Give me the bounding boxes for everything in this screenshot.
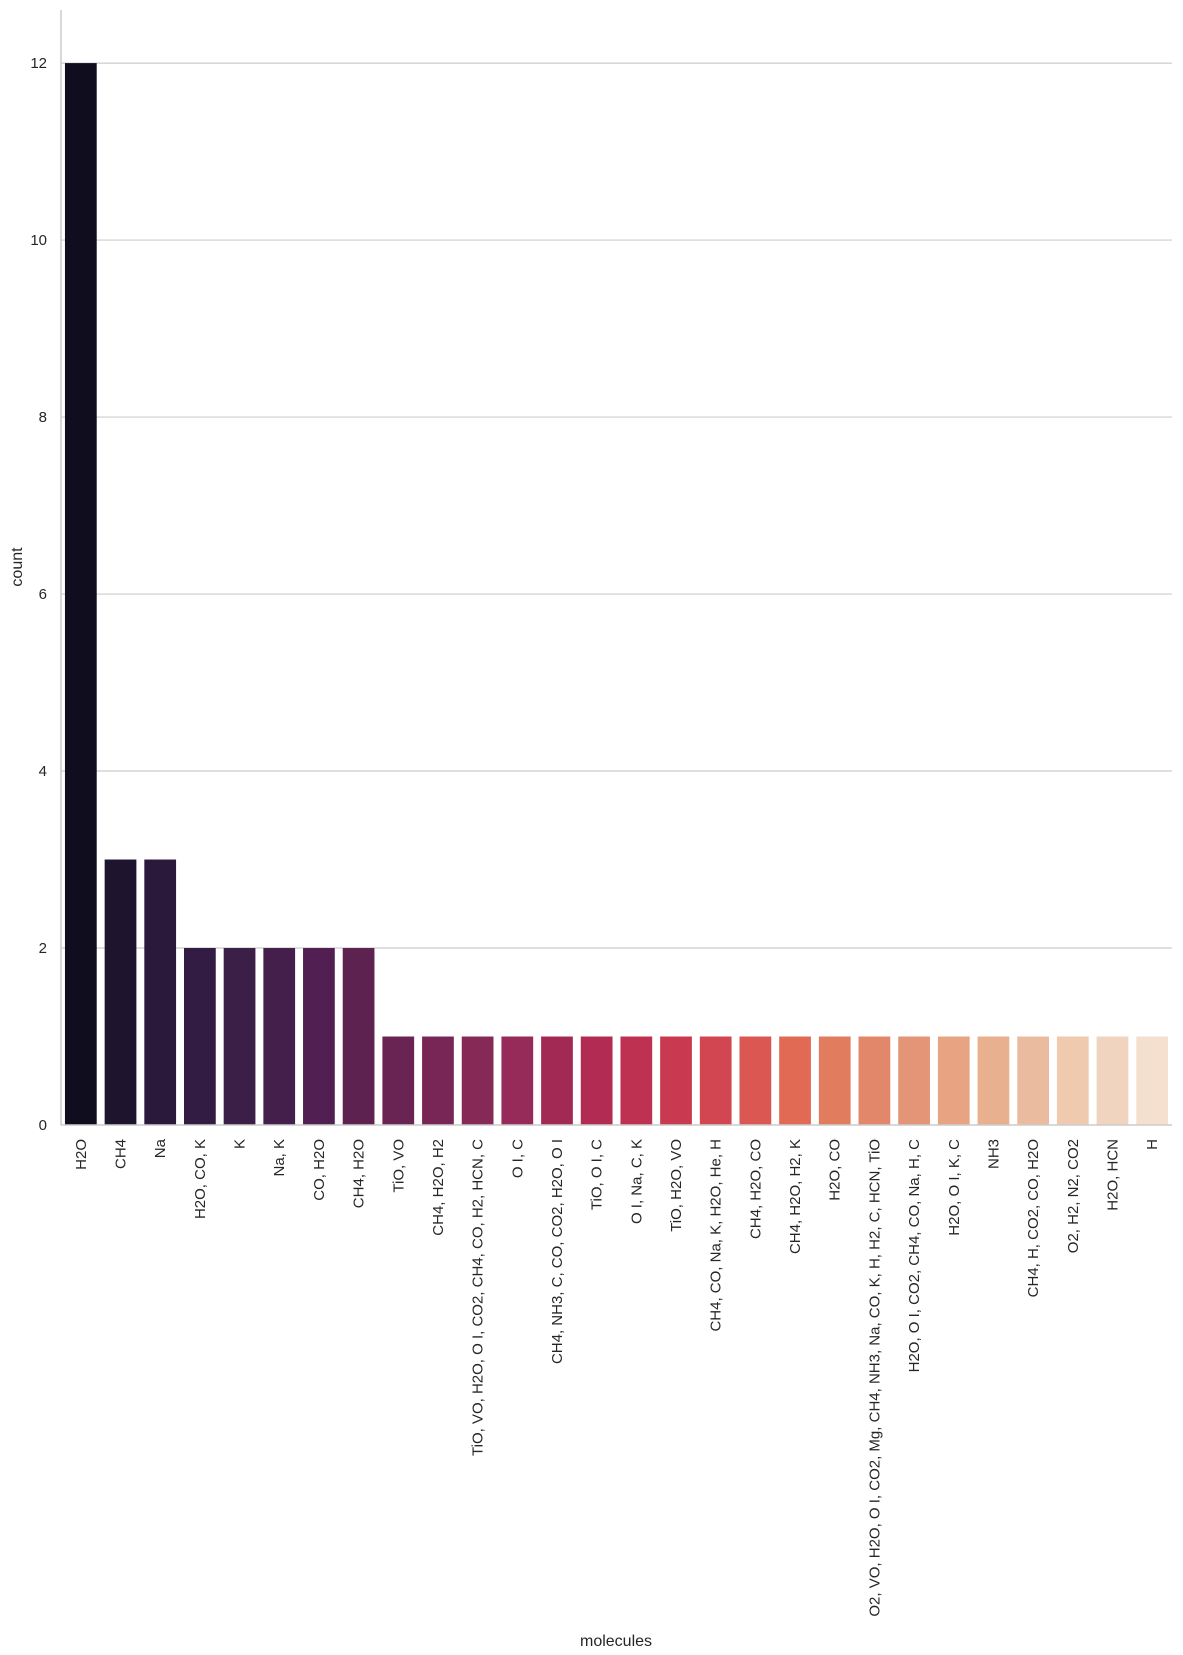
bar <box>858 1036 891 1125</box>
bar <box>263 948 296 1125</box>
bar <box>382 1036 415 1125</box>
x-tick-label: O2, VO, H2O, O I, CO2, Mg, CH4, NH3, Na,… <box>866 1139 883 1617</box>
x-tick-label: H2O, O I, K, C <box>946 1139 963 1236</box>
bar <box>501 1036 534 1125</box>
bar <box>660 1036 692 1125</box>
bar <box>779 1036 811 1125</box>
x-tick-label: O I, Na, C, K <box>628 1139 645 1224</box>
x-tick-label: H <box>1144 1139 1161 1150</box>
bar <box>461 1036 494 1125</box>
y-tick-label: 6 <box>39 586 47 603</box>
x-tick-label: Na <box>152 1138 169 1158</box>
bar <box>620 1036 653 1125</box>
bar <box>977 1036 1010 1125</box>
bar <box>342 948 375 1125</box>
x-tick-label: O I, C <box>509 1139 526 1178</box>
bar <box>699 1036 732 1125</box>
y-tick-label: 4 <box>39 763 47 780</box>
bar <box>818 1036 851 1125</box>
x-tick-label: H2O, CO <box>827 1139 844 1201</box>
bar <box>1017 1036 1049 1125</box>
bar <box>184 948 216 1125</box>
bar <box>104 859 137 1125</box>
bar <box>422 1036 454 1125</box>
bar <box>541 1036 573 1125</box>
bar <box>144 859 177 1125</box>
x-tick-label: CH4, H2O, H2, K <box>787 1139 804 1254</box>
x-tick-label: K <box>232 1139 249 1149</box>
y-gridlines <box>61 62 1172 949</box>
x-tick-label: H2O, HCN <box>1104 1139 1121 1211</box>
y-tick-label: 10 <box>30 232 47 249</box>
x-tick-label: CH4, H2O, CO <box>747 1139 764 1239</box>
y-tick-label: 8 <box>39 409 47 426</box>
x-tick-label: O2, H2, N2, CO2 <box>1065 1139 1082 1253</box>
x-tick-label: CH4, H, CO2, CO, H2O <box>1025 1139 1042 1297</box>
bar <box>898 1036 930 1125</box>
x-tick-label: TiO, H2O, VO <box>668 1139 685 1232</box>
x-tick-label: TiO, VO, H2O, O I, CO2, CH4, CO, H2, HCN… <box>470 1139 487 1456</box>
bar <box>1136 1036 1169 1125</box>
x-tick-label: CH4, H2O, H2 <box>430 1139 447 1236</box>
x-tick-labels: H2O CH4 Na H2O, CO, K K Na, K CO, H2O CH4, H2O T… <box>73 1138 1161 1616</box>
x-tick-label: CH4, NH3, C, CO, CO2, H2O, O I <box>549 1139 566 1364</box>
x-tick-label: CH4, H2O <box>351 1139 368 1208</box>
x-tick-label: H2O <box>73 1139 90 1170</box>
x-tick-label: CH4 <box>113 1139 130 1169</box>
x-axis-title: molecules <box>580 1633 652 1650</box>
y-tick-label: 12 <box>30 55 47 72</box>
bar <box>580 1036 613 1125</box>
bar <box>739 1036 772 1125</box>
y-tick-labels: 0 2 4 6 8 10 12 <box>30 55 47 1134</box>
x-tick-label: TiO, O I, C <box>589 1139 606 1210</box>
bars <box>64 63 1169 1126</box>
x-tick-label: H2O, O I, CO2, CH4, CO, Na, H, C <box>906 1139 923 1373</box>
y-tick-label: 2 <box>39 940 47 957</box>
bar <box>1056 1036 1089 1125</box>
x-tick-label: NH3 <box>985 1139 1002 1169</box>
x-tick-label: CO, H2O <box>311 1139 328 1201</box>
x-tick-label: H2O, CO, K <box>192 1139 209 1219</box>
bar <box>223 948 256 1125</box>
y-axis-title: count <box>9 547 26 587</box>
bar <box>64 63 97 1126</box>
x-tick-label: TiO, VO <box>390 1139 407 1193</box>
bar <box>937 1036 970 1125</box>
x-tick-label: CH4, CO, Na, K, H2O, He, H <box>708 1139 725 1332</box>
x-tick-label: Na, K <box>271 1139 288 1177</box>
bar <box>303 948 335 1125</box>
y-tick-label: 0 <box>39 1117 47 1134</box>
axes <box>60 10 1172 1126</box>
bar <box>1096 1036 1129 1125</box>
